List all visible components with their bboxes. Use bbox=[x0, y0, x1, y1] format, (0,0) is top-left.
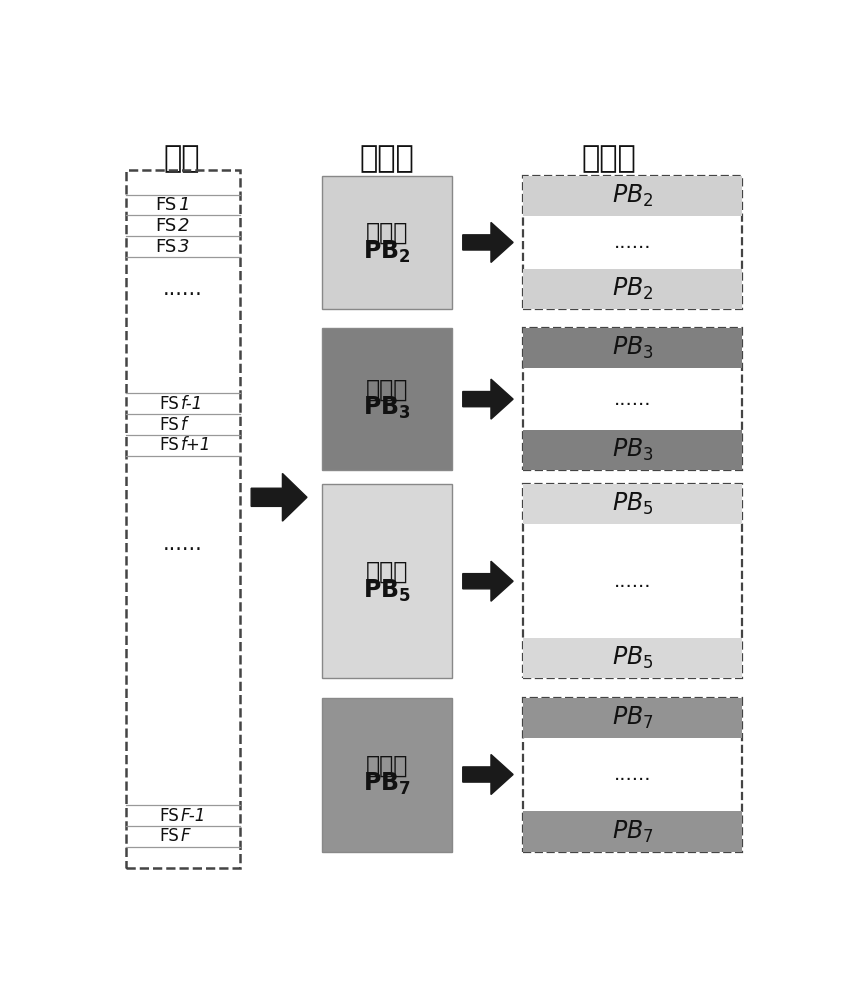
Bar bbox=[524, 430, 742, 470]
Text: FS: FS bbox=[159, 395, 179, 413]
Text: $PB_2$: $PB_2$ bbox=[612, 276, 653, 302]
Bar bbox=[524, 811, 742, 852]
Text: FS: FS bbox=[159, 416, 179, 434]
Text: ......: ...... bbox=[614, 233, 651, 252]
Text: $PB_3$: $PB_3$ bbox=[612, 335, 654, 361]
Text: 频块段: 频块段 bbox=[360, 145, 414, 174]
Bar bbox=[321, 176, 452, 309]
Text: 素数块: 素数块 bbox=[581, 145, 636, 174]
Text: f-1: f-1 bbox=[181, 395, 203, 413]
Text: FS: FS bbox=[159, 436, 179, 454]
Text: $\mathbf{PB_5}$: $\mathbf{PB_5}$ bbox=[363, 577, 411, 604]
Text: FS: FS bbox=[156, 238, 177, 256]
Text: 1: 1 bbox=[178, 196, 190, 214]
Text: $\mathbf{PB_2}$: $\mathbf{PB_2}$ bbox=[363, 239, 411, 265]
Bar bbox=[321, 328, 452, 470]
Bar bbox=[524, 638, 742, 678]
Polygon shape bbox=[251, 473, 307, 521]
Text: $\mathbf{PB_7}$: $\mathbf{PB_7}$ bbox=[363, 771, 411, 797]
Text: 频块段: 频块段 bbox=[366, 753, 408, 777]
Bar bbox=[524, 484, 742, 524]
Text: ......: ...... bbox=[163, 279, 203, 299]
Bar bbox=[524, 484, 742, 678]
Text: $PB_5$: $PB_5$ bbox=[612, 491, 653, 517]
Text: ......: ...... bbox=[163, 534, 203, 554]
Text: ......: ...... bbox=[614, 765, 651, 784]
Bar bbox=[524, 328, 742, 368]
Text: $PB_5$: $PB_5$ bbox=[612, 645, 653, 671]
Text: 3: 3 bbox=[178, 238, 190, 256]
Bar bbox=[524, 269, 742, 309]
Bar bbox=[524, 176, 742, 309]
Bar bbox=[321, 484, 452, 678]
Bar bbox=[321, 698, 452, 852]
Text: FS: FS bbox=[156, 196, 177, 214]
Bar bbox=[524, 698, 742, 852]
Text: $\mathbf{PB_3}$: $\mathbf{PB_3}$ bbox=[363, 395, 411, 421]
Text: F-1: F-1 bbox=[181, 807, 206, 825]
Text: $PB_3$: $PB_3$ bbox=[612, 437, 654, 463]
Polygon shape bbox=[462, 561, 513, 601]
Polygon shape bbox=[462, 222, 513, 262]
Text: FS: FS bbox=[159, 807, 179, 825]
Text: 频块段: 频块段 bbox=[366, 560, 408, 584]
Polygon shape bbox=[462, 754, 513, 795]
Text: $PB_7$: $PB_7$ bbox=[612, 818, 654, 845]
Text: 频块段: 频块段 bbox=[366, 221, 408, 245]
Text: f: f bbox=[181, 416, 186, 434]
Text: ......: ...... bbox=[614, 390, 651, 409]
Text: 频块段: 频块段 bbox=[366, 378, 408, 402]
Polygon shape bbox=[462, 379, 513, 419]
Text: f+1: f+1 bbox=[181, 436, 211, 454]
Bar bbox=[524, 176, 742, 216]
Text: ......: ...... bbox=[614, 572, 651, 591]
Text: $PB_2$: $PB_2$ bbox=[612, 183, 653, 209]
Text: 2: 2 bbox=[178, 217, 190, 235]
Bar bbox=[524, 328, 742, 470]
Text: F: F bbox=[181, 827, 190, 845]
Bar bbox=[126, 170, 241, 868]
Text: FS: FS bbox=[156, 217, 177, 235]
Text: FS: FS bbox=[159, 827, 179, 845]
Text: $PB_7$: $PB_7$ bbox=[612, 704, 654, 731]
Text: 频片: 频片 bbox=[164, 145, 201, 174]
Bar bbox=[524, 698, 742, 738]
